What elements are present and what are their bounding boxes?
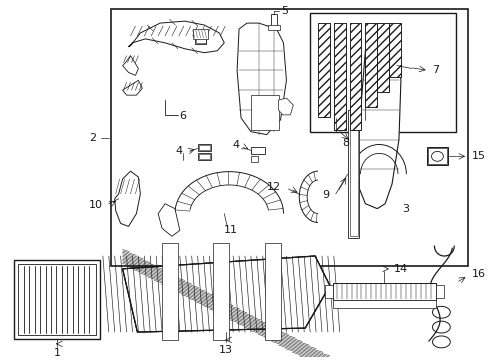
Polygon shape [358, 33, 401, 209]
Bar [251, 95, 278, 130]
Bar [389, 23, 401, 77]
Text: 12: 12 [267, 182, 280, 192]
Bar [214, 243, 229, 340]
Bar [268, 25, 279, 30]
Bar [333, 283, 437, 301]
Bar [427, 148, 448, 165]
Ellipse shape [432, 152, 443, 161]
Text: 16: 16 [472, 269, 486, 279]
Polygon shape [128, 21, 224, 53]
Bar [334, 23, 345, 130]
Bar [14, 260, 100, 339]
Bar [325, 285, 333, 298]
Polygon shape [237, 23, 287, 135]
Bar [428, 148, 447, 164]
Bar [197, 144, 211, 152]
Text: 9: 9 [323, 190, 330, 200]
Text: 5: 5 [282, 6, 289, 16]
Bar [162, 243, 178, 340]
Bar [198, 145, 210, 150]
Polygon shape [122, 256, 330, 332]
Bar [334, 23, 345, 130]
Polygon shape [158, 204, 180, 236]
Text: 15: 15 [472, 151, 486, 161]
Bar [198, 154, 210, 159]
Text: 10: 10 [89, 200, 103, 210]
Text: 4: 4 [176, 147, 183, 156]
Bar [389, 23, 401, 77]
Text: 4: 4 [233, 140, 240, 150]
Text: 8: 8 [343, 138, 350, 148]
Text: 13: 13 [219, 345, 233, 355]
Bar [318, 23, 330, 117]
Bar [196, 37, 205, 43]
Bar [251, 148, 265, 154]
Bar [349, 23, 362, 130]
Bar [195, 36, 206, 44]
Bar [366, 23, 377, 107]
Bar [377, 23, 389, 92]
Bar [349, 23, 362, 130]
Bar [251, 156, 258, 162]
Bar [377, 23, 389, 92]
Text: 7: 7 [433, 66, 440, 76]
Text: 11: 11 [224, 225, 238, 235]
Text: 6: 6 [179, 111, 186, 121]
Bar [18, 264, 96, 335]
Bar [197, 153, 211, 160]
Bar [366, 23, 377, 107]
Bar [193, 29, 208, 39]
Text: 2: 2 [89, 132, 96, 143]
Bar [265, 243, 280, 340]
Polygon shape [115, 171, 140, 226]
Bar [347, 110, 360, 238]
Bar [310, 13, 456, 132]
Bar [270, 14, 276, 26]
Polygon shape [122, 256, 330, 332]
Text: 3: 3 [402, 204, 409, 213]
Polygon shape [278, 98, 294, 115]
Text: 14: 14 [394, 264, 408, 274]
Bar [349, 112, 358, 236]
Polygon shape [122, 80, 143, 95]
Bar [333, 301, 437, 308]
Bar [437, 285, 444, 298]
Text: 1: 1 [53, 348, 60, 358]
Polygon shape [122, 56, 138, 75]
Bar [111, 9, 468, 266]
Bar [318, 23, 330, 117]
